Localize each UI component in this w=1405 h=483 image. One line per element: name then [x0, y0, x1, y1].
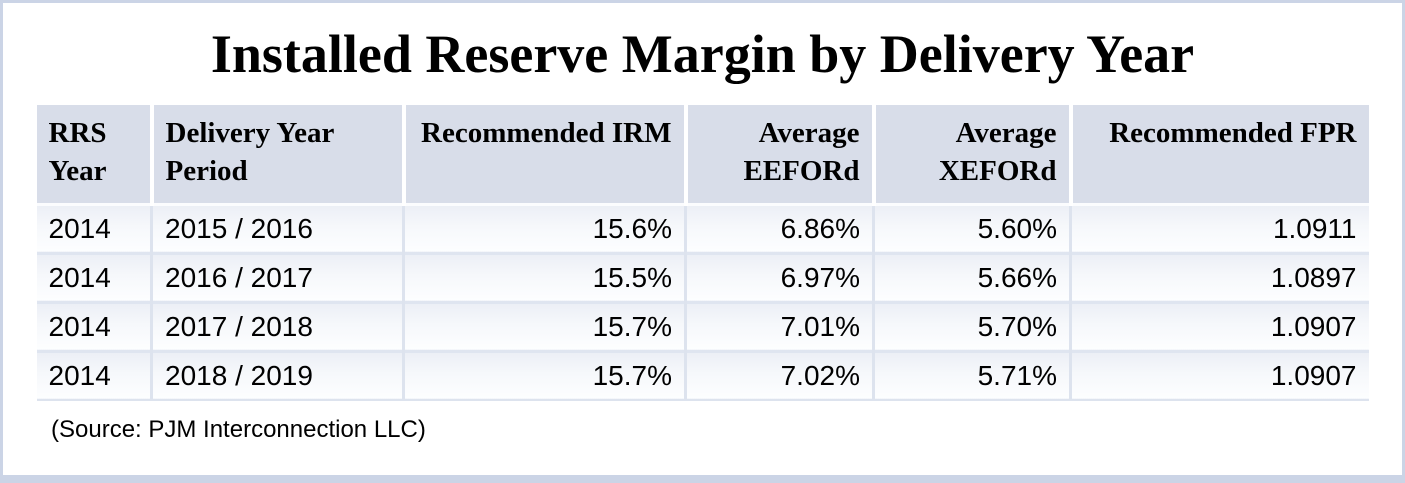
table-cell-delivery-year-period: 2016 / 2017 — [150, 251, 404, 302]
table-cell-average-eeford: 6.97% — [684, 251, 874, 302]
table-cell-average-xeford: 5.70% — [872, 300, 1071, 351]
table-cell-recommended-fpr: 1.0907 — [1069, 300, 1369, 351]
table-cell-average-eeford: 7.01% — [684, 300, 874, 351]
page-title: Installed Reserve Margin by Delivery Yea… — [210, 24, 1195, 84]
table-cell-average-xeford: 5.66% — [872, 251, 1071, 302]
header-cell-rrs-year: RRS Year — [36, 105, 152, 204]
table-cell-rrs-year: 2014 — [36, 202, 152, 253]
table-cell-average-eeford: 7.02% — [684, 349, 874, 401]
table-cell-average-xeford: 5.71% — [872, 349, 1071, 401]
table-cell-average-eeford: 6.86% — [684, 202, 874, 253]
table-cell-recommended-irm: 15.7% — [402, 300, 686, 351]
table-cell-recommended-fpr: 1.0897 — [1069, 251, 1369, 302]
table-cell-average-xeford: 5.60% — [872, 202, 1071, 253]
table-cell-recommended-irm: 15.7% — [402, 349, 686, 401]
source-note: (Source: PJM Interconnection LLC) — [51, 416, 426, 443]
header-cell-recommended-irm: Recommended IRM — [401, 105, 686, 204]
table-header-row: RRS Year Delivery Year Period Recommended … — [36, 105, 1369, 204]
table-row: 2014 2018 / 2019 15.7% 7.02% 5.71% 1.0907 — [36, 349, 1369, 401]
table-cell-recommended-fpr: 1.0911 — [1069, 202, 1369, 253]
table-cell-delivery-year-period: 2015 / 2016 — [150, 202, 404, 253]
table-row: 2014 2015 / 2016 15.6% 6.86% 5.60% 1.0911 — [36, 202, 1369, 253]
table-cell-recommended-irm: 15.5% — [402, 251, 686, 302]
table-row: 2014 2016 / 2017 15.5% 6.97% 5.66% 1.0897 — [36, 251, 1369, 302]
table-cell-rrs-year: 2014 — [36, 251, 152, 302]
irm-table: RRS Year Delivery Year Period Recommended … — [36, 105, 1369, 401]
header-cell-recommended-fpr: Recommended FPR — [1068, 105, 1369, 204]
table-cell-rrs-year: 2014 — [36, 349, 152, 401]
table-row: 2014 2017 / 2018 15.7% 7.01% 5.70% 1.0907 — [36, 300, 1369, 351]
header-cell-average-eeford: Average EEFORd — [683, 105, 874, 204]
table-cell-recommended-fpr: 1.0907 — [1069, 349, 1369, 401]
table-cell-rrs-year: 2014 — [36, 300, 152, 351]
header-cell-delivery-year-period: Delivery Year Period — [149, 105, 404, 204]
table-cell-delivery-year-period: 2018 / 2019 — [150, 349, 404, 401]
table-cell-delivery-year-period: 2017 / 2018 — [150, 300, 404, 351]
header-cell-average-xeford: Average XEFORd — [871, 105, 1071, 204]
table-cell-recommended-irm: 15.6% — [402, 202, 686, 253]
